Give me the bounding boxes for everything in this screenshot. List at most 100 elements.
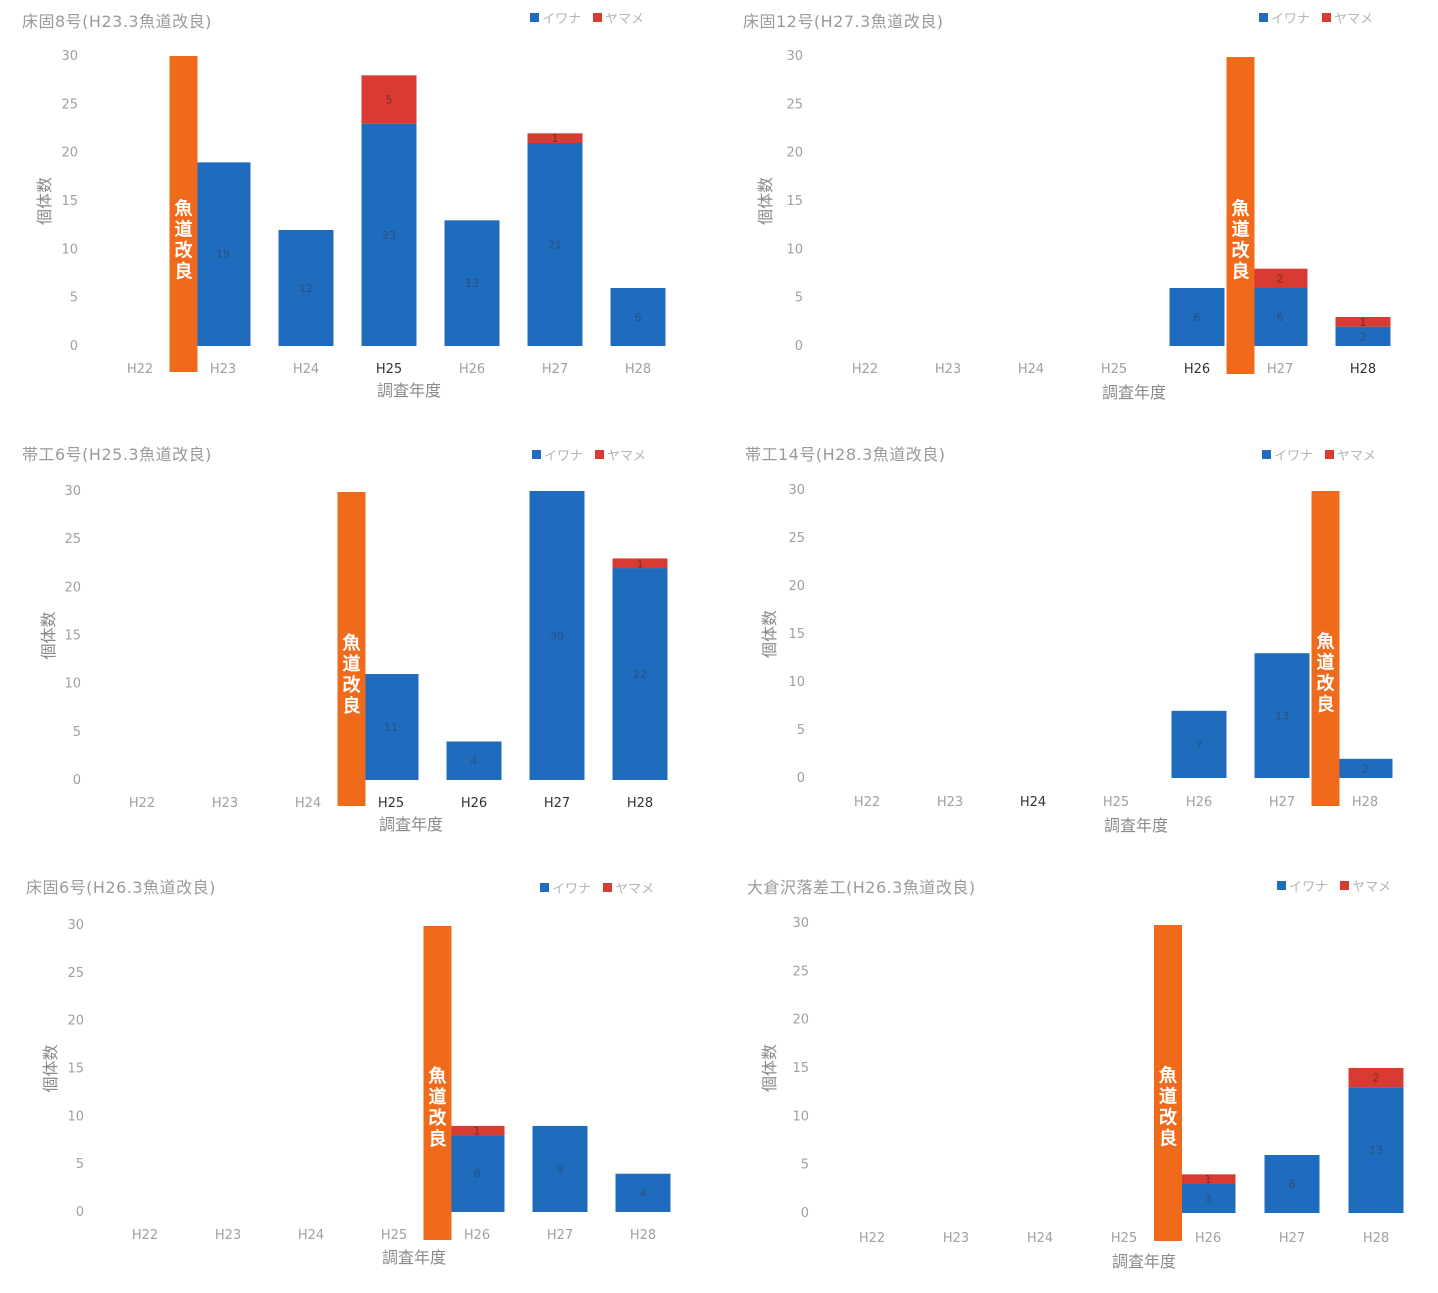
x-tick-label: H23 (210, 362, 236, 377)
x-axis-title: 調査年度 (1112, 1252, 1176, 1271)
marker-label-char: 道 (343, 653, 361, 675)
bar-iwana (1264, 1155, 1320, 1213)
chart-panel-2: 床固12号(H27.3魚道改良) イワナ ヤマメ 0 5 10 15 20 25 30 個体数… (719, 0, 1438, 425)
marker-label-char: 良 (1232, 261, 1250, 283)
marker-label-char: 改 (1159, 1107, 1178, 1129)
y-tick-label: 25 (61, 97, 78, 112)
data-label-iwana: 4 (471, 755, 478, 768)
data-label-iwana: 6 (1194, 311, 1201, 324)
y-tick-label: 10 (786, 242, 803, 257)
y-tick-label: 5 (801, 1158, 809, 1173)
fishway-improvement-marker (1311, 491, 1340, 806)
x-axis-title: 調査年度 (1104, 816, 1168, 835)
bar-iwana (195, 162, 251, 346)
y-tick-label: 0 (76, 1205, 84, 1220)
y-tick-label: 15 (61, 194, 78, 209)
y-tick-label: 0 (795, 339, 803, 354)
bar-yamame (1252, 268, 1308, 288)
bar-iwana (363, 674, 419, 780)
legend-label: イワナ (1289, 880, 1329, 895)
y-axis-title: 個体数 (760, 1044, 779, 1092)
x-tick-label: H24 (298, 1228, 324, 1243)
data-label-iwana: 2 (1360, 330, 1367, 343)
legend-label: ヤマメ (615, 882, 655, 897)
data-label-yamame: 1 (1360, 316, 1367, 329)
legend: イワナ ヤマメ (1259, 8, 1385, 27)
data-label-iwana: 11 (384, 721, 398, 734)
fishway-improvement-marker (1154, 925, 1182, 1241)
x-tick-label: H27 (547, 1228, 573, 1243)
legend-item-yamame: ヤマメ (1322, 8, 1373, 27)
legend: イワナ ヤマメ (1262, 445, 1388, 464)
y-tick-label: 25 (792, 964, 809, 979)
bar-iwana (1335, 326, 1391, 346)
bar-yamame (361, 75, 417, 124)
x-tick-label: H25 (1101, 362, 1127, 377)
legend: イワナ ヤマメ (532, 445, 658, 464)
marker-label-char: 改 (429, 1107, 448, 1129)
y-tick-label: 10 (788, 675, 805, 690)
chart-title: 帯工6号(H25.3魚道改良) (22, 445, 212, 464)
bar-iwana (444, 220, 500, 346)
legend-label: ヤマメ (607, 449, 647, 464)
data-label-yamame: 1 (474, 1125, 481, 1138)
chart-panel-6: 大倉沢落差工(H26.3魚道改良) イワナ ヤマメ 0 5 10 15 20 25 30 個体… (719, 868, 1438, 1293)
legend-swatch-iwana (1262, 450, 1271, 459)
x-tick-label: H25 (376, 362, 402, 377)
legend-item-yamame: ヤマメ (595, 445, 646, 464)
y-tick-label: 5 (76, 1157, 84, 1172)
marker-label-char: 魚 (429, 1065, 447, 1087)
marker-label-char: 良 (1317, 693, 1335, 715)
chart-title: 帯工14号(H28.3魚道改良) (745, 445, 946, 464)
data-label-iwana: 22 (633, 668, 647, 681)
x-axis-title: 調査年度 (377, 381, 441, 400)
y-tick-label: 5 (795, 291, 803, 306)
y-tick-label: 20 (61, 146, 78, 161)
legend-swatch-yamame (1340, 881, 1350, 890)
data-label-yamame: 2 (1373, 1072, 1380, 1085)
marker-label-char: 改 (1317, 672, 1336, 694)
y-tick-label: 10 (67, 1109, 84, 1124)
y-tick-label: 20 (64, 580, 81, 595)
legend-label: イワナ (544, 449, 584, 464)
y-tick-label: 30 (788, 483, 805, 498)
fishway-improvement-marker (1226, 57, 1255, 374)
marker-label-char: 改 (1232, 240, 1251, 262)
fishway-improvement-marker (337, 492, 366, 806)
data-label-iwana: 30 (550, 630, 564, 643)
y-tick-label: 10 (792, 1109, 809, 1124)
data-label-iwana: 13 (1275, 710, 1289, 723)
marker-label-char: 魚 (1159, 1065, 1177, 1087)
y-tick-label: 10 (61, 242, 78, 257)
x-tick-label: H27 (1269, 795, 1295, 810)
marker-label-char: 改 (343, 674, 362, 696)
x-tick-label: H26 (464, 1228, 490, 1243)
data-label-iwana: 6 (1277, 311, 1284, 324)
x-tick-label: H23 (935, 362, 961, 377)
x-tick-label: H28 (630, 1228, 656, 1243)
x-tick-label: H24 (1027, 1231, 1053, 1246)
y-tick-label: 20 (792, 1013, 809, 1028)
y-tick-label: 15 (67, 1062, 84, 1077)
legend-item-iwana: イワナ (530, 8, 581, 27)
legend-swatch-yamame (603, 883, 613, 892)
chart-panel-3: 帯工6号(H25.3魚道改良) イワナ ヤマメ 0 5 10 15 20 25 30 個体数 H… (0, 435, 719, 860)
marker-label-char: 道 (429, 1086, 447, 1108)
legend-item-iwana: イワナ (1277, 876, 1328, 895)
chart-title: 床固8号(H23.3魚道改良) (22, 12, 212, 31)
y-tick-label: 5 (70, 291, 78, 306)
x-tick-label: H24 (1018, 362, 1044, 377)
data-label-yamame: 1 (1205, 1173, 1212, 1186)
legend-label: イワナ (552, 882, 592, 897)
bar-iwana (1252, 288, 1308, 346)
legend-swatch-yamame (593, 13, 603, 22)
y-tick-label: 25 (788, 531, 805, 546)
x-tick-label: H28 (1352, 795, 1378, 810)
x-tick-label: H28 (627, 796, 653, 811)
x-tick-label: H24 (1020, 795, 1046, 810)
data-label-iwana: 8 (474, 1168, 481, 1181)
legend-swatch-iwana (530, 13, 539, 22)
x-axis-title: 調査年度 (1102, 383, 1166, 402)
y-tick-label: 30 (64, 484, 81, 499)
bar-iwana (612, 568, 668, 780)
